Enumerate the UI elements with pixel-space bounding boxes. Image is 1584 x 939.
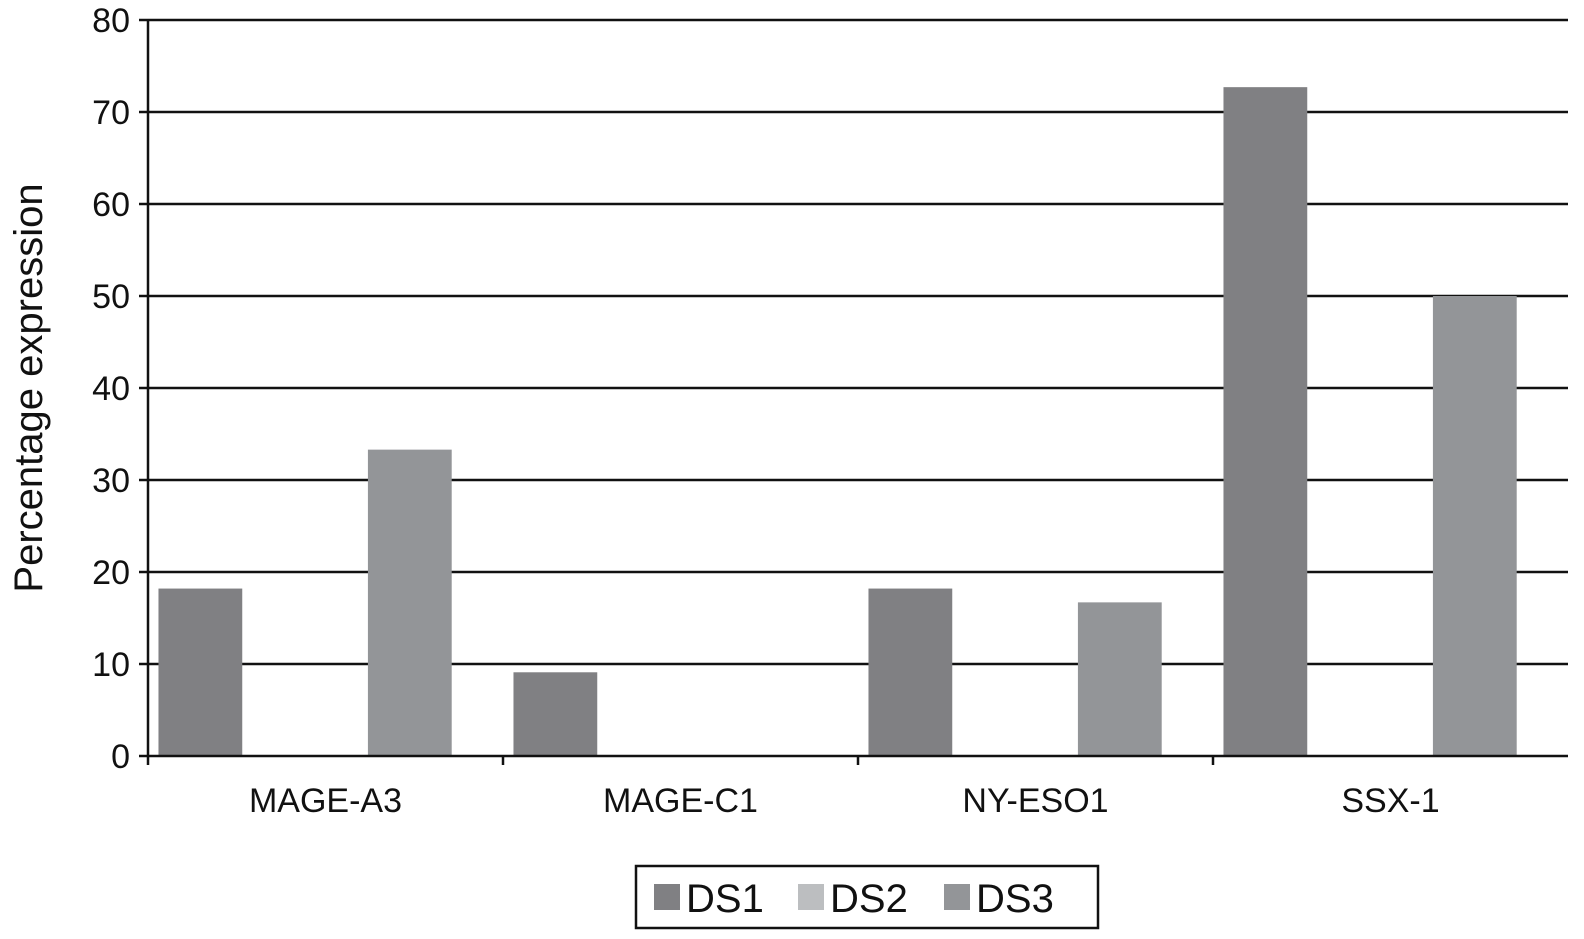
legend-swatch-ds1 <box>654 884 680 910</box>
x-tick-labels: MAGE-A3 MAGE-C1 NY-ESO1 SSX-1 <box>249 782 1440 820</box>
y-axis-title: Percentage expression <box>7 183 51 592</box>
legend-label-ds3: DS3 <box>976 877 1054 921</box>
y-tick-label: 10 <box>92 646 130 684</box>
legend: DS1 DS2 DS3 <box>634 864 1100 930</box>
x-tick-label: MAGE-A3 <box>249 782 402 820</box>
legend-swatch-ds3 <box>944 884 970 910</box>
bars <box>158 87 1517 756</box>
y-tick-label: 80 <box>92 2 130 40</box>
legend-swatch-ds2 <box>798 884 824 910</box>
bar-ds1-ny-eso1 <box>868 588 953 756</box>
bar-ds3-ssx-1 <box>1432 296 1517 756</box>
bar-ds1-mage-a3 <box>158 588 243 756</box>
bar-ds1-ssx-1 <box>1223 87 1308 756</box>
bar-ds1-mage-c1 <box>513 672 598 756</box>
y-tick-label: 50 <box>92 278 130 316</box>
y-tick-label: 30 <box>92 462 130 500</box>
bar-ds3-mage-a3 <box>367 449 452 756</box>
legend-label-ds2: DS2 <box>830 877 908 921</box>
x-tick-label: NY-ESO1 <box>962 782 1108 820</box>
axes <box>139 18 1568 765</box>
x-tick-label: SSX-1 <box>1341 782 1439 820</box>
bar-ds3-ny-eso1 <box>1077 602 1162 756</box>
legend-label-ds1: DS1 <box>686 877 764 921</box>
y-tick-label: 40 <box>92 370 130 408</box>
y-tick-label: 70 <box>92 94 130 132</box>
y-tick-label: 60 <box>92 186 130 224</box>
x-tick-label: MAGE-C1 <box>603 782 758 820</box>
y-tick-label: 0 <box>111 738 130 776</box>
legend-box <box>634 864 1100 930</box>
y-tick-labels: 0 10 20 30 40 50 60 70 80 <box>92 2 130 776</box>
gridlines <box>148 18 1568 666</box>
y-tick-label: 20 <box>92 554 130 592</box>
